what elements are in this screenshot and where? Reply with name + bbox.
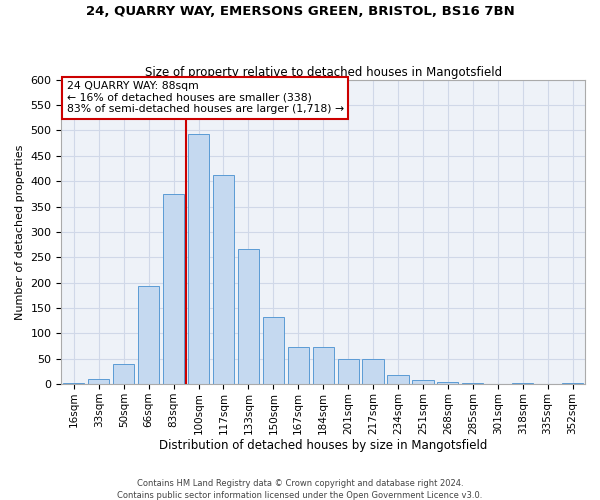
Bar: [287, 347, 309, 384]
Bar: [163, 194, 184, 384]
Bar: [188, 134, 209, 384]
Text: 24, QUARRY WAY, EMERSONS GREEN, BRISTOL, BS16 7BN: 24, QUARRY WAY, EMERSONS GREEN, BRISTOL,…: [86, 5, 514, 18]
Bar: [213, 174, 234, 384]
Bar: [338, 359, 359, 384]
Bar: [512, 382, 533, 384]
Bar: [437, 382, 458, 384]
Bar: [388, 375, 409, 384]
Bar: [88, 379, 109, 384]
Bar: [113, 364, 134, 384]
Bar: [412, 380, 434, 384]
Bar: [63, 382, 85, 384]
Bar: [313, 347, 334, 384]
Title: Size of property relative to detached houses in Mangotsfield: Size of property relative to detached ho…: [145, 66, 502, 78]
Bar: [238, 248, 259, 384]
X-axis label: Distribution of detached houses by size in Mangotsfield: Distribution of detached houses by size …: [159, 440, 487, 452]
Bar: [138, 286, 159, 384]
Text: 24 QUARRY WAY: 88sqm
← 16% of detached houses are smaller (338)
83% of semi-deta: 24 QUARRY WAY: 88sqm ← 16% of detached h…: [67, 81, 344, 114]
Bar: [263, 316, 284, 384]
Y-axis label: Number of detached properties: Number of detached properties: [15, 144, 25, 320]
Text: Contains HM Land Registry data © Crown copyright and database right 2024.
Contai: Contains HM Land Registry data © Crown c…: [118, 478, 482, 500]
Bar: [562, 382, 583, 384]
Bar: [362, 359, 383, 384]
Bar: [462, 382, 484, 384]
